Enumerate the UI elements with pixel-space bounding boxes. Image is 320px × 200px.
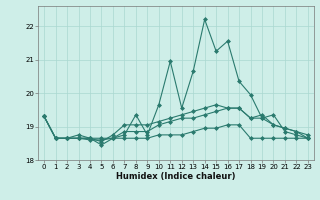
X-axis label: Humidex (Indice chaleur): Humidex (Indice chaleur): [116, 172, 236, 181]
